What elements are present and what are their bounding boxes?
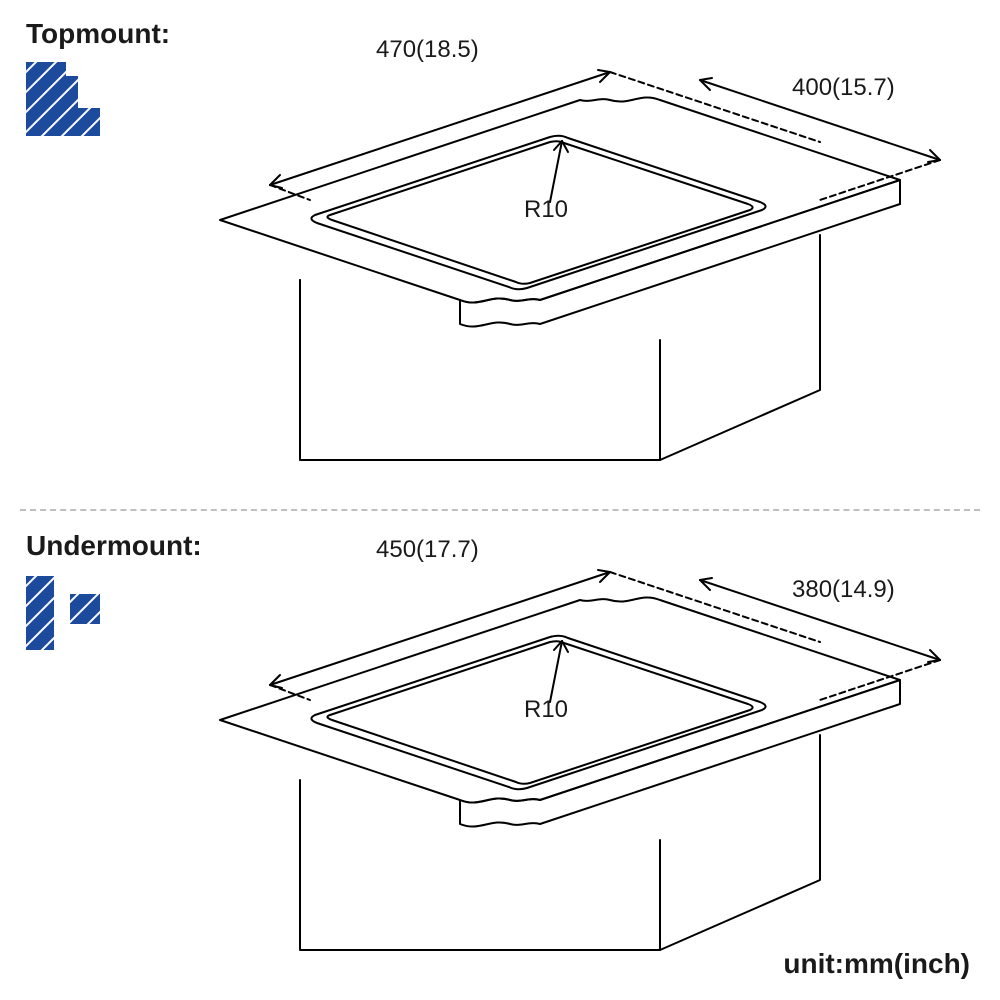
unit-label: unit:mm(inch) bbox=[783, 948, 970, 980]
topmount-width-label: 470(18.5) bbox=[376, 36, 479, 64]
undermount-width-label: 450(17.7) bbox=[376, 536, 479, 564]
topmount-depth-label: 400(15.7) bbox=[792, 74, 895, 102]
section-divider bbox=[20, 509, 980, 511]
topmount-icon bbox=[26, 62, 100, 136]
undermount-icon bbox=[26, 576, 100, 650]
undermount-radius-label: R10 bbox=[524, 696, 568, 724]
undermount-depth-label: 380(14.9) bbox=[792, 576, 895, 604]
topmount-radius-label: R10 bbox=[524, 196, 568, 224]
